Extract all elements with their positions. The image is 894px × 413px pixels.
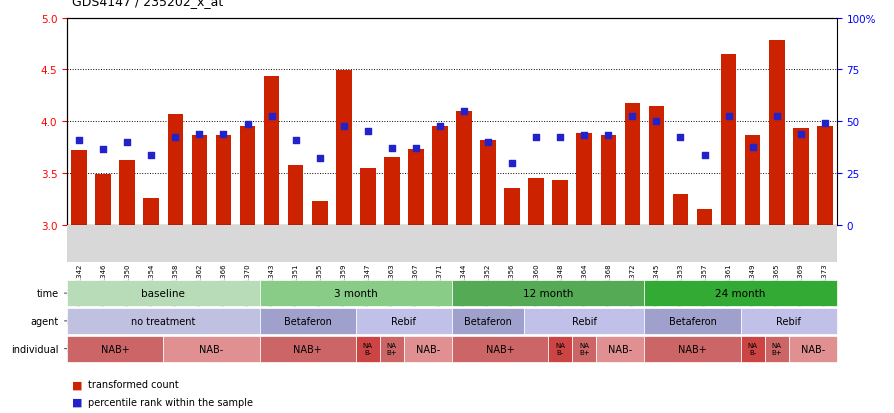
Bar	[432, 127, 447, 225]
Point	[360, 129, 375, 135]
Point	[384, 145, 399, 152]
Point	[144, 153, 158, 159]
Text: Betaferon: Betaferon	[283, 316, 331, 326]
Text: no treatment: no treatment	[131, 316, 195, 326]
Bar	[527, 178, 544, 225]
Text: Rebif: Rebif	[775, 316, 800, 326]
Point	[528, 134, 543, 140]
Point	[336, 123, 350, 130]
Text: ■: ■	[72, 380, 82, 389]
Point	[648, 119, 662, 125]
Text: Rebif: Rebif	[391, 316, 416, 326]
Bar	[600, 135, 615, 225]
Bar	[288, 165, 303, 225]
Text: 3 month: 3 month	[333, 288, 377, 299]
Point	[745, 144, 759, 151]
Text: transformed count: transformed count	[88, 380, 178, 389]
Bar	[744, 135, 760, 225]
Bar	[792, 129, 807, 225]
Bar	[240, 127, 255, 225]
Text: NA
B+: NA B+	[386, 342, 397, 355]
Bar	[456, 112, 471, 225]
Text: percentile rank within the sample: percentile rank within the sample	[88, 397, 252, 407]
Point	[769, 113, 783, 120]
Point	[504, 160, 519, 166]
Bar	[119, 161, 135, 225]
Text: NA
B-: NA B-	[554, 342, 565, 355]
Text: Rebif: Rebif	[571, 316, 596, 326]
Text: NAB-: NAB-	[800, 344, 824, 354]
Text: NA
B+: NA B+	[578, 342, 589, 355]
Text: NAB+: NAB+	[485, 344, 514, 354]
Bar	[696, 210, 712, 225]
Point	[696, 153, 711, 159]
Point	[72, 137, 86, 144]
Bar	[191, 135, 207, 225]
Bar	[264, 76, 279, 225]
Bar	[359, 169, 375, 225]
Text: NAB+: NAB+	[101, 344, 130, 354]
Point	[480, 139, 494, 146]
Point	[793, 131, 807, 138]
Bar	[503, 189, 519, 225]
Bar	[408, 150, 423, 225]
Text: 24 month: 24 month	[714, 288, 765, 299]
Point	[168, 134, 182, 140]
Text: NA
B+: NA B+	[771, 342, 781, 355]
Bar	[672, 194, 687, 225]
Bar	[552, 180, 568, 225]
Text: Betaferon: Betaferon	[464, 316, 511, 326]
Text: Betaferon: Betaferon	[668, 316, 715, 326]
Bar	[311, 201, 327, 225]
Point	[96, 147, 110, 153]
Bar	[576, 133, 592, 225]
Bar	[720, 55, 736, 225]
Bar	[624, 103, 639, 225]
Point	[601, 132, 615, 139]
Text: NA
B-: NA B-	[746, 342, 757, 355]
Text: ■: ■	[72, 397, 82, 407]
Point	[433, 123, 447, 130]
Point	[312, 156, 326, 162]
Text: time: time	[37, 288, 59, 299]
Bar	[384, 158, 400, 225]
Point	[672, 134, 687, 140]
Text: agent: agent	[30, 316, 59, 326]
Bar	[480, 140, 495, 225]
Point	[817, 121, 831, 127]
Bar	[143, 198, 159, 225]
Point	[409, 145, 423, 152]
Point	[240, 121, 255, 128]
Bar	[215, 135, 231, 225]
Text: NAB+: NAB+	[293, 344, 322, 354]
Point	[264, 113, 278, 120]
Text: NA
B-: NA B-	[362, 342, 373, 355]
Bar	[96, 174, 111, 225]
Bar	[648, 106, 663, 225]
Text: 12 month: 12 month	[522, 288, 573, 299]
Bar	[768, 41, 784, 225]
Point	[625, 113, 639, 120]
Bar	[335, 71, 351, 225]
Point	[120, 139, 134, 146]
Text: NAB-: NAB-	[199, 344, 224, 354]
Point	[456, 108, 470, 115]
Point	[216, 131, 231, 138]
Point	[288, 137, 302, 144]
Text: individual: individual	[12, 344, 59, 354]
Text: NAB-: NAB-	[416, 344, 440, 354]
Bar	[72, 151, 87, 225]
Point	[192, 131, 207, 138]
Text: baseline: baseline	[141, 288, 185, 299]
Point	[721, 113, 735, 120]
Text: NAB+: NAB+	[678, 344, 706, 354]
Bar	[816, 127, 831, 225]
Bar	[167, 114, 183, 225]
Point	[577, 132, 591, 139]
Text: GDS4147 / 235202_x_at: GDS4147 / 235202_x_at	[72, 0, 223, 8]
Text: NAB-: NAB-	[608, 344, 632, 354]
Point	[552, 134, 567, 140]
